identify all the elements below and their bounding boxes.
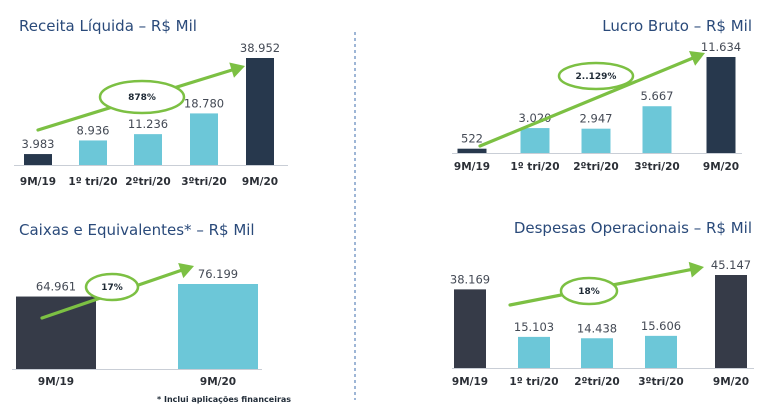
bar <box>24 154 52 165</box>
chart-despesas-operacionais: Despesas Operacionais – R$ Mil 38.169 9M/1… <box>450 219 754 388</box>
category-label: 1º tri/20 <box>68 176 117 188</box>
bar <box>642 106 672 153</box>
growth-arrow-line <box>478 56 694 148</box>
bar <box>518 336 550 368</box>
category-label: 9M/20 <box>713 376 749 388</box>
growth-label: 18% <box>578 287 600 297</box>
value-label: 76.199 <box>198 267 238 281</box>
category-label: 9M/19 <box>454 161 490 173</box>
value-label: 11.236 <box>128 117 168 131</box>
growth-badge <box>559 276 619 306</box>
growth-arrow-head <box>229 62 245 78</box>
value-label: 64.961 <box>36 280 76 294</box>
value-label: 5.667 <box>641 89 674 103</box>
bar <box>581 338 613 368</box>
category-label: 9M/20 <box>703 161 739 173</box>
category-label: 9M/20 <box>200 376 236 388</box>
category-label: 2ºtri/20 <box>125 176 170 188</box>
value-label: 18.780 <box>184 96 224 110</box>
category-label: 9M/19 <box>38 376 74 388</box>
value-label: 15.103 <box>514 320 554 334</box>
category-label: 9M/19 <box>20 176 56 188</box>
value-label: 15.606 <box>641 319 681 333</box>
value-label: 38.952 <box>240 41 280 55</box>
value-label: 45.147 <box>711 258 751 272</box>
category-label: 3ºtri/20 <box>181 176 226 188</box>
growth-label: 17% <box>101 283 123 293</box>
bar <box>715 275 747 368</box>
bar <box>16 296 96 369</box>
category-label: 3ºtri/20 <box>638 376 683 388</box>
growth-label: 2..129% <box>576 72 617 82</box>
growth-badge <box>98 79 186 115</box>
bar <box>190 113 218 165</box>
bar <box>457 148 487 153</box>
chart-title: Despesas Operacionais – R$ Mil <box>514 219 752 237</box>
value-label: 2.947 <box>580 112 613 126</box>
value-label: 14.438 <box>577 321 617 335</box>
growth-arrow-head <box>688 261 704 278</box>
chart-receita-liquida: Receita Líquida – R$ Mil 3.983 9M/19 8.936 1… <box>14 17 288 188</box>
bar <box>178 284 258 369</box>
value-label: 3.983 <box>22 137 55 151</box>
value-label: 8.936 <box>77 123 110 137</box>
category-label: 1º tri/20 <box>509 376 558 388</box>
bar <box>454 289 486 368</box>
growth-arrow-head <box>178 262 194 279</box>
value-label: 522 <box>461 132 483 146</box>
bar <box>520 128 550 153</box>
chart-caixas-equivalentes: Caixas e Equivalentes* – R$ Mil 64.961 9M/… <box>12 221 262 388</box>
chart-title: Receita Líquida – R$ Mil <box>19 17 197 35</box>
category-label: 3ºtri/20 <box>634 161 679 173</box>
category-label: 9M/20 <box>242 176 278 188</box>
value-label: 11.634 <box>701 40 741 54</box>
bar <box>79 140 107 165</box>
footnote: * Inclui aplicações financeiras <box>157 395 291 404</box>
bar <box>581 128 611 153</box>
value-label: 38.169 <box>450 272 490 286</box>
chart-title: Lucro Bruto – R$ Mil <box>602 17 752 35</box>
bar <box>134 134 162 165</box>
category-label: 2ºtri/20 <box>574 376 619 388</box>
bar <box>246 58 274 165</box>
growth-badge <box>557 61 635 91</box>
bar <box>706 57 736 153</box>
category-label: 1º tri/20 <box>510 161 559 173</box>
growth-arrow-head <box>689 50 705 66</box>
chart-title: Caixas e Equivalentes* – R$ Mil <box>19 221 255 239</box>
category-label: 2ºtri/20 <box>573 161 618 173</box>
growth-label: 878% <box>128 93 156 103</box>
growth-badge <box>84 272 140 302</box>
bar <box>645 335 677 368</box>
category-label: 9M/19 <box>452 376 488 388</box>
